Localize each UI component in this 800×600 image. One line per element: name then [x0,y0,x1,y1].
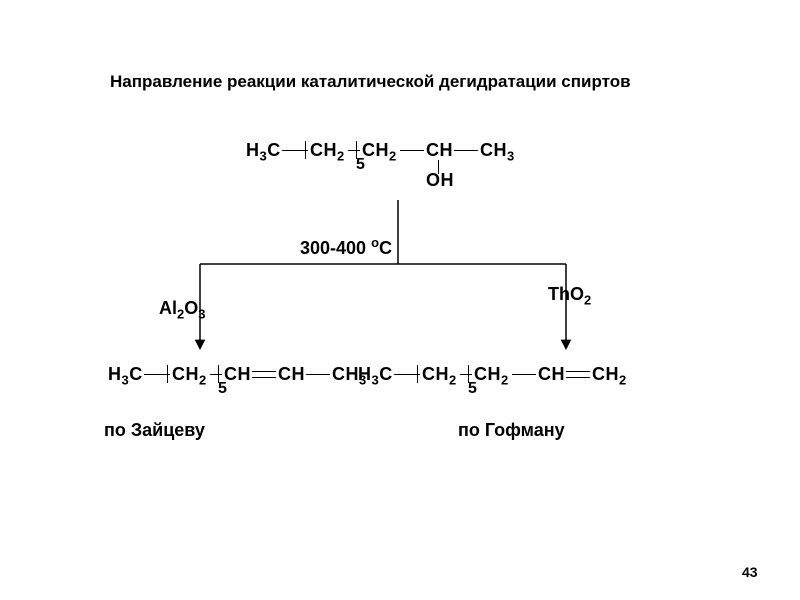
rule-right: по Гофману [458,420,565,441]
bond [306,374,330,375]
frag-ch-2: CH [278,364,305,385]
bond [460,374,472,375]
frag-h3c: H3C [108,364,143,385]
frag-ch2-3: CH2 [592,364,627,385]
frag-ch: CH [538,364,565,385]
double-bond [252,371,276,378]
rule-left: по Зайцеву [104,420,205,441]
bond [210,374,222,375]
frag-ch: CH [224,364,251,385]
frag-ch2: CH2 [422,364,457,385]
repeat-bracket-left [417,365,418,383]
reaction-arrows [0,0,800,600]
repeat-bracket-left [167,365,168,383]
double-bond [566,371,590,378]
frag-ch2: CH2 [172,364,207,385]
page-number: 43 [742,564,758,580]
frag-h3c: H3C [358,364,393,385]
bond [512,374,536,375]
frag-ch2-2: CH2 [474,364,509,385]
